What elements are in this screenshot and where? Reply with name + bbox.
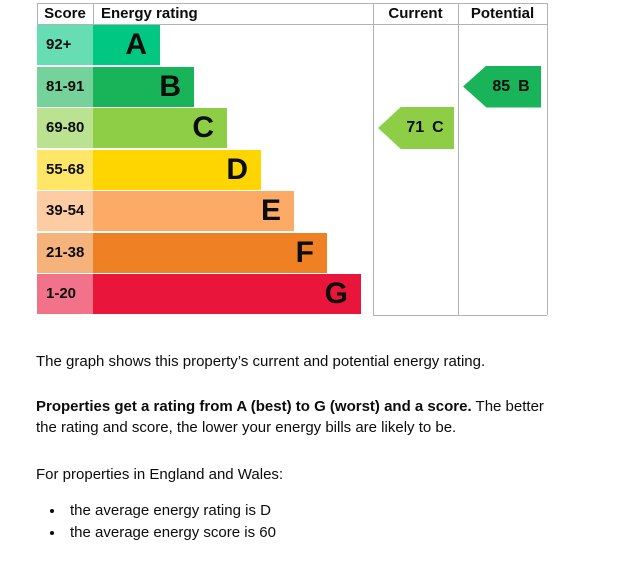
score-range-f: 21-38 xyxy=(37,232,93,273)
intro-paragraph: The graph shows this property’s current … xyxy=(36,353,486,370)
table-top-border xyxy=(37,3,547,4)
score-column-divider xyxy=(93,3,94,24)
score-range-d: 55-68 xyxy=(37,149,93,190)
epc-chart: Score Energy rating Current Potential 92… xyxy=(37,3,548,316)
current-column-divider xyxy=(373,3,374,315)
score-column-header: Score xyxy=(44,5,86,22)
potential-column-header: Potential xyxy=(470,5,535,22)
band-bar-g: G xyxy=(93,274,361,314)
band-bar-a: A xyxy=(93,25,160,65)
potential-column-divider xyxy=(458,3,459,315)
band-bar-f: F xyxy=(93,232,327,273)
current-rating-arrow: 71 C xyxy=(378,107,454,149)
average-score-item: the average energy score is 60 xyxy=(65,522,552,544)
score-range-g: 1-20 xyxy=(37,274,93,314)
band-bar-e: E xyxy=(93,191,294,231)
score-range-a: 92+ xyxy=(37,25,93,65)
table-bottom-border xyxy=(373,315,547,316)
potential-score: 85 xyxy=(492,77,511,95)
band-bar-c: C xyxy=(93,108,227,148)
table-right-border xyxy=(547,3,548,315)
rating-explanation-rest: The better the rating and score, the low… xyxy=(36,397,544,437)
epc-description: The graph shows this property’s current … xyxy=(36,351,552,543)
score-range-c: 69-80 xyxy=(37,108,93,148)
rating-explanation-paragraph: Properties get a rating from A (best) to… xyxy=(36,396,552,439)
score-range-b: 81-91 xyxy=(37,66,93,107)
current-letter: C xyxy=(432,119,444,136)
band-bar-b: B xyxy=(93,66,194,107)
rating-explanation-bold: Properties get a rating from A (best) to… xyxy=(36,397,472,415)
region-heading: For properties in England and Wales: xyxy=(36,465,284,483)
energy-rating-column-header: Energy rating xyxy=(101,5,198,22)
current-column-header: Current xyxy=(388,5,443,22)
table-left-border xyxy=(37,3,38,24)
table-header-border xyxy=(37,24,547,25)
band-bar-d: D xyxy=(93,149,261,190)
potential-rating-arrow: 85 B xyxy=(463,65,541,108)
score-range-e: 39-54 xyxy=(37,191,93,231)
average-rating-item: the average energy rating is D xyxy=(65,500,552,522)
averages-list: the average energy rating is D the avera… xyxy=(36,500,552,543)
potential-letter: B xyxy=(518,77,530,95)
current-score: 71 xyxy=(406,119,425,136)
